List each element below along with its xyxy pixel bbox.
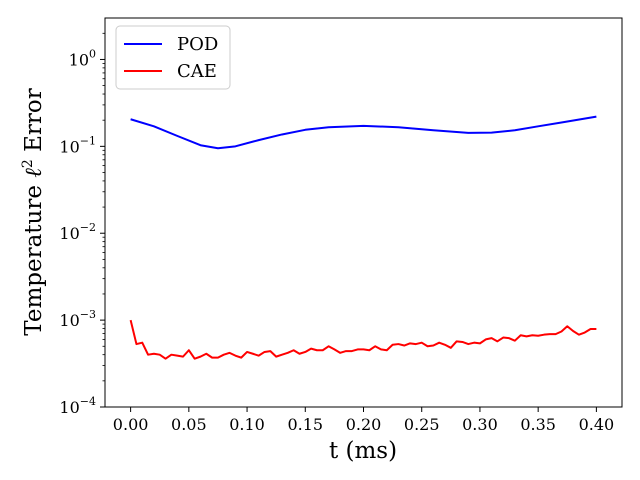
x-axis: 0.00 0.05 0.10 0.15 0.20 0.25 0.30 0.35 0.40 bbox=[113, 407, 614, 434]
y-tick-label: 10−4 bbox=[59, 395, 96, 417]
legend-box bbox=[115, 25, 231, 90]
x-tick-label: 0.40 bbox=[579, 415, 615, 434]
series-line-pod bbox=[130, 115, 597, 150]
x-tick-label: 0.20 bbox=[346, 415, 382, 434]
legend-label-pod: POD bbox=[177, 34, 218, 55]
x-tick-label: 0.35 bbox=[520, 415, 556, 434]
y-axis: 10−4 10−3 10−2 10−1 100 bbox=[59, 32, 105, 417]
series-line-cae bbox=[129, 319, 597, 360]
legend-label-cae: CAE bbox=[177, 61, 217, 82]
x-tick-label: 0.30 bbox=[462, 415, 498, 434]
x-axis-label: t (ms) bbox=[329, 438, 397, 464]
y-axis-label: Temperature ℓ2 Error bbox=[20, 88, 47, 335]
x-tick-label: 0.25 bbox=[404, 415, 440, 434]
x-tick-label: 0.15 bbox=[287, 415, 323, 434]
y-tick-label: 10−3 bbox=[59, 308, 96, 330]
y-tick-label: 100 bbox=[69, 47, 96, 69]
plot-lines bbox=[129, 115, 597, 360]
x-tick-label: 0.00 bbox=[113, 415, 149, 434]
y-tick-label: 10−2 bbox=[59, 221, 96, 243]
x-tick-label: 0.05 bbox=[171, 415, 207, 434]
x-tick-label: 0.10 bbox=[229, 415, 265, 434]
legend: POD CAE bbox=[115, 25, 231, 90]
y-tick-label: 10−1 bbox=[59, 134, 96, 156]
